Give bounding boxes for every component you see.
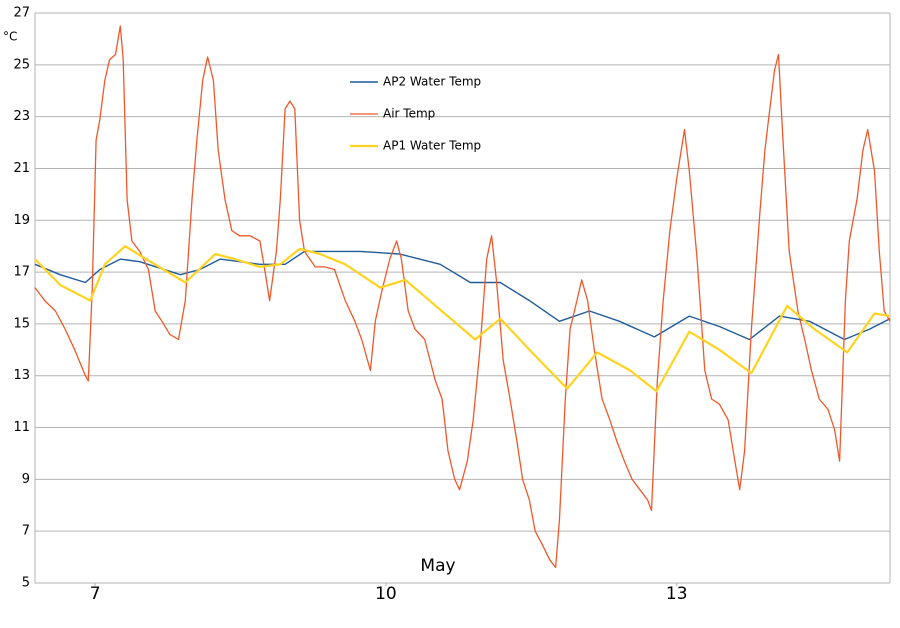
y-tick-label: 13 [13,368,30,383]
x-tick-label: 13 [666,584,688,604]
y-tick-label: 19 [13,213,30,228]
legend-label: AP1 Water Temp [383,139,481,153]
y-tick-label: 7 [22,524,30,539]
y-tick-label: 15 [13,316,30,331]
y-unit-label: °C [3,30,17,44]
y-tick-label: 11 [13,420,30,435]
legend-label: AP2 Water Temp [383,75,481,89]
y-tick-label: 5 [22,576,30,591]
x-tick-label: 10 [375,584,397,604]
y-tick-label: 23 [13,109,30,124]
y-tick-label: 27 [13,6,30,21]
y-tick-label: 21 [13,161,30,176]
series-line [34,245,891,393]
series-line [34,250,891,341]
y-tick-label: 25 [13,57,30,72]
y-tick-label: 17 [13,265,30,280]
legend-label: Air Temp [383,107,435,121]
y-tick-label: 9 [22,472,30,487]
x-tick-label: 7 [90,584,101,604]
series-line [34,25,891,569]
x-axis-label: May [420,556,455,576]
